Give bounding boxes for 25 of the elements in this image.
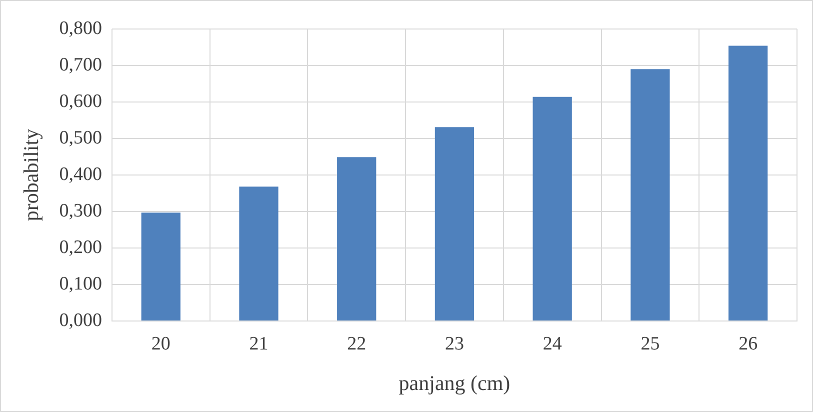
y-tick-label: 0,300 [59, 200, 102, 222]
x-tick-label: 26 [738, 333, 758, 354]
bar [239, 186, 278, 320]
y-tick-label: 0,100 [59, 273, 102, 294]
bar [728, 46, 768, 320]
x-tick-label: 24 [542, 333, 562, 354]
bar [434, 127, 474, 320]
bar [337, 157, 376, 320]
y-tick-label: 0,800 [59, 18, 102, 39]
x-tick-label: 25 [640, 333, 660, 354]
y-tick-label: 0,400 [59, 164, 102, 185]
x-tick-label: 21 [249, 333, 268, 354]
x-tick-label: 22 [347, 333, 366, 354]
y-tick-label: 0,500 [59, 127, 102, 148]
y-tick-label: 0,200 [59, 236, 102, 258]
y-tick-label: 0,000 [59, 310, 102, 331]
y-tick-label: 0,700 [59, 54, 102, 76]
bar [630, 69, 670, 320]
bar [141, 212, 180, 320]
x-axis-title: panjang (cm) [398, 370, 510, 395]
x-tick-label: 23 [444, 333, 464, 354]
y-axis-title: probability [19, 128, 44, 222]
x-tick-label: 20 [151, 333, 170, 354]
y-tick-label: 0,600 [59, 90, 102, 112]
bar [532, 96, 572, 320]
